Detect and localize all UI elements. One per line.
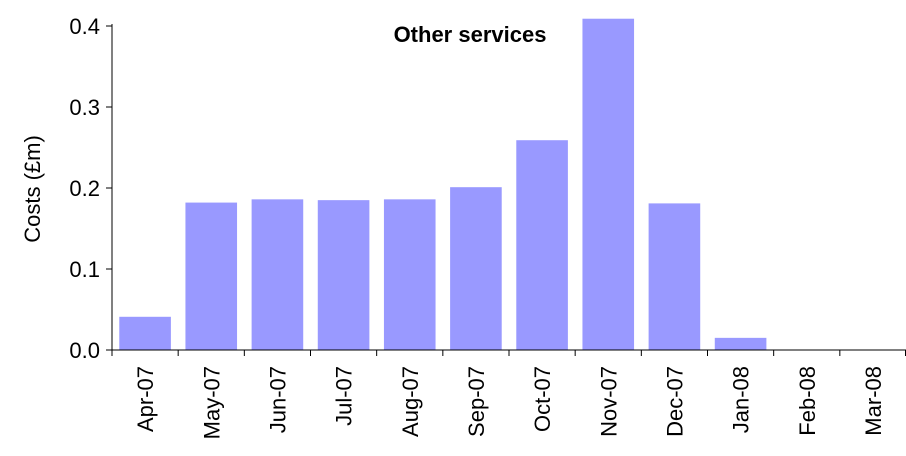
y-tick-label: 0.1: [69, 257, 100, 282]
bar-jan-08: [714, 337, 767, 350]
bar-aug-07: [383, 199, 436, 350]
x-tick-label: May-07: [199, 366, 224, 439]
bar-sep-07: [450, 187, 502, 350]
y-tick-label: 0.4: [69, 14, 100, 39]
bar-dec-07: [648, 203, 701, 350]
x-tick-label: Jun-07: [265, 366, 290, 433]
bar-apr-07: [119, 316, 171, 350]
x-tick-label: Sep-07: [464, 366, 489, 437]
x-tick-label: Jul-07: [332, 366, 357, 426]
x-labels: Apr-07 May-07 Jun-07 Jul-07 Aug-07 Sep-07 Oct-…: [133, 366, 886, 439]
bar-may-07: [185, 202, 238, 350]
bar-oct-07: [516, 140, 568, 350]
x-tick-label: Mar-08: [861, 366, 886, 436]
bar-nov-07: [582, 18, 635, 351]
y-tick-label: 0.0: [69, 338, 100, 363]
y-axis-title: Costs (£m): [20, 135, 45, 243]
x-tick-label: Oct-07: [530, 366, 555, 432]
bar-jul-07: [317, 200, 370, 350]
y-ticks: 0.0 0.1 0.2 0.3 0.4: [69, 14, 112, 363]
x-tick-label: Nov-07: [596, 366, 621, 437]
axes: [111, 24, 906, 356]
x-tick-label: Jan-08: [729, 366, 754, 433]
bar-jun-07: [251, 199, 304, 350]
chart-title: Other services: [394, 22, 547, 47]
x-tick-label: Aug-07: [398, 366, 423, 437]
x-tick-label: Feb-08: [795, 366, 820, 436]
y-tick-label: 0.2: [69, 176, 100, 201]
bars: [119, 18, 767, 351]
x-tick-label: Dec-07: [662, 366, 687, 437]
y-tick-label: 0.3: [69, 95, 100, 120]
x-tick-label: Apr-07: [133, 366, 158, 432]
